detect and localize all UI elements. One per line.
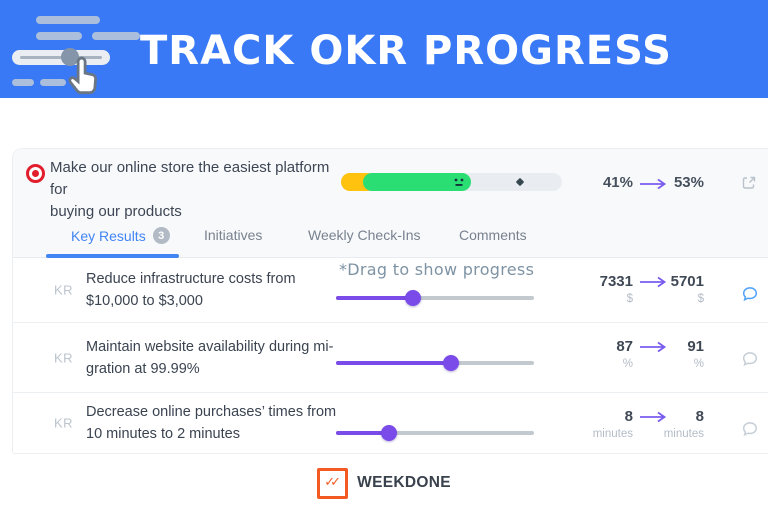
text-line-decor <box>92 32 140 40</box>
text-line-decor <box>36 16 100 24</box>
milestone-marker <box>515 177 525 187</box>
kr-label: KR <box>54 282 74 298</box>
progress-slider[interactable] <box>336 282 534 314</box>
kr-target-value: 5701 $ <box>656 272 704 308</box>
text-line-decor <box>12 79 34 86</box>
comment-icon[interactable] <box>741 350 759 368</box>
objective-title: Make our online store the easiest platfo… <box>50 159 330 220</box>
kr-title: Maintain website availability during mi-… <box>86 338 334 377</box>
comment-icon[interactable] <box>741 420 759 438</box>
slider-lines-icon <box>12 11 142 95</box>
kr-target-unit: minutes <box>663 428 704 440</box>
neutral-face-icon <box>454 178 464 186</box>
kr-target-unit: $ <box>697 293 704 305</box>
weekdone-logo-icon: ✓✓ <box>317 467 349 499</box>
external-link-icon[interactable] <box>741 175 757 191</box>
tab-key-results[interactable]: Key Results 3 <box>71 227 170 244</box>
objective-target-value: 53% <box>673 174 704 191</box>
objective-progress-bar <box>341 173 562 191</box>
progress-slider[interactable] <box>336 347 534 379</box>
arrow-right-icon <box>640 411 667 423</box>
progress-slider[interactable] <box>336 417 534 449</box>
slider-track[interactable] <box>336 296 534 300</box>
footer: ✓✓ WEEKDONE <box>0 463 768 503</box>
hand-cursor-icon <box>68 56 98 95</box>
slider-fill <box>336 431 390 435</box>
kr-target-unit: % <box>693 358 704 370</box>
objective-header: Make our online store the easiest platfo… <box>13 149 768 258</box>
slider-knob[interactable] <box>381 425 398 441</box>
key-result-row: KR Maintain website availability during … <box>13 323 768 393</box>
kr-label: KR <box>54 350 74 365</box>
kr-target-value: 8 minutes <box>656 407 704 443</box>
arrow-right-icon <box>640 341 667 353</box>
kr-current-unit: minutes <box>592 428 633 440</box>
key-results-count-badge: 3 <box>152 227 170 244</box>
kr-title: Decrease online purchases’ times from 10… <box>86 404 337 442</box>
drag-hint-text: *Drag to show progress <box>339 260 535 279</box>
kr-current-unit: $ <box>626 293 633 305</box>
kr-target-value: 91 % <box>656 337 704 373</box>
brand-name: WEEKDONE <box>357 474 451 491</box>
key-result-row: KR Reduce infrastructure costs from $10,… <box>13 258 768 323</box>
kr-current-value: 7331 $ <box>553 272 633 308</box>
key-result-row: KR Decrease online purchases’ times from… <box>13 393 768 454</box>
arrow-right-icon <box>640 178 667 190</box>
kr-title: Reduce infrastructure costs from $10,000… <box>86 271 296 309</box>
arrow-right-icon <box>640 276 667 288</box>
kr-current-value: 8 minutes <box>553 407 633 443</box>
text-line-decor <box>40 79 66 86</box>
objective-target-icon <box>26 164 45 183</box>
slider-knob[interactable] <box>442 355 459 371</box>
slider-track[interactable] <box>336 431 534 435</box>
objective-current-value: 41% <box>602 174 633 191</box>
page-title: TRACK OKR PROGRESS <box>140 28 672 74</box>
slider-fill <box>336 296 414 300</box>
tab-weekly-check-ins[interactable]: Weekly Check-Ins <box>308 227 421 243</box>
header-banner: TRACK OKR PROGRESS <box>0 0 768 98</box>
actual-progress-segment <box>363 173 472 191</box>
kr-current-unit: % <box>622 358 633 370</box>
tab-initiatives[interactable]: Initiatives <box>204 227 263 243</box>
text-line-decor <box>36 32 82 40</box>
active-tab-underline <box>46 254 179 258</box>
okr-card: Make our online store the easiest platfo… <box>12 148 768 454</box>
kr-label: KR <box>54 415 74 431</box>
slider-knob[interactable] <box>405 290 422 306</box>
comment-icon[interactable] <box>741 285 759 303</box>
kr-current-value: 87 % <box>553 337 633 373</box>
decor-slider-knob <box>61 48 79 66</box>
slider-fill <box>336 361 451 365</box>
tab-comments[interactable]: Comments <box>459 227 527 243</box>
